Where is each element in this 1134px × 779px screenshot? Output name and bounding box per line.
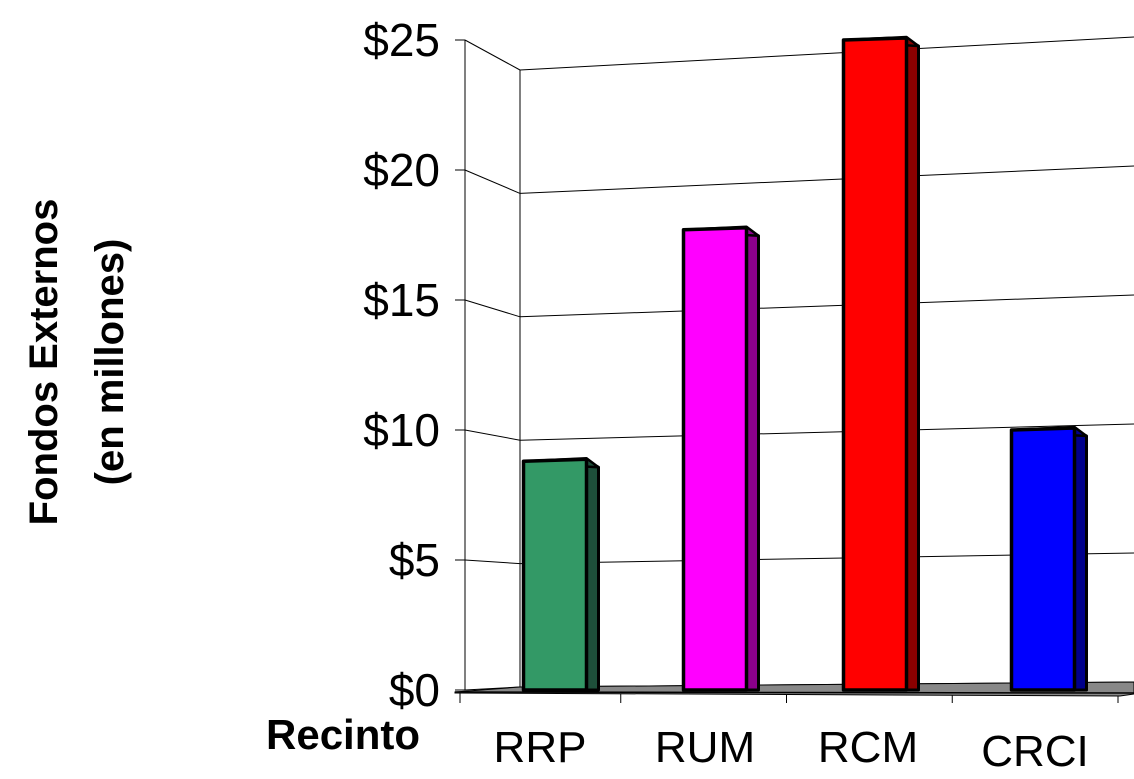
y-tick-label: $10	[363, 404, 440, 456]
x-tick-label: RRP	[494, 723, 587, 772]
y-tick-label: $0	[389, 664, 440, 716]
gridline-left-wall	[464, 429, 521, 441]
bar-side-face	[585, 459, 600, 692]
gridline-left-wall	[464, 169, 521, 194]
gridline-left-wall	[464, 559, 521, 565]
bar-rrp	[521, 456, 600, 692]
bar-side-face	[745, 228, 760, 692]
bar-rcm	[841, 35, 920, 692]
gridline-back-wall	[519, 165, 1134, 194]
y-tick-label: $20	[363, 144, 440, 196]
y-axis-label-line-1: Fondos Externos	[22, 199, 66, 526]
bars	[521, 35, 1088, 692]
x-tick-label: RCM	[818, 723, 918, 772]
gridline-back-wall	[519, 36, 1134, 71]
y-tick-label: $5	[389, 534, 440, 586]
bar-side-face	[1073, 428, 1088, 692]
gridline-back-wall	[519, 294, 1134, 318]
bar-front-face	[521, 457, 589, 692]
y-axis-label-line-2: (en millones)	[88, 239, 132, 486]
gridline-back-wall	[519, 423, 1134, 441]
x-tick-labels: RRP RUM RCM CRCI	[494, 723, 1089, 776]
y-tick-labels: $0 $5 $10 $15 $20 $25	[363, 14, 440, 716]
y-tick-label: $25	[363, 14, 440, 66]
gridline-left-wall	[464, 39, 521, 71]
bar-front-face	[841, 36, 909, 692]
x-axis-label: Recinto	[266, 711, 420, 758]
bar-front-face	[681, 226, 749, 692]
gridline-left-wall	[464, 299, 521, 318]
bar-side-face	[905, 38, 920, 692]
y-tick-label: $15	[363, 274, 440, 326]
bar-rum	[681, 225, 760, 692]
bar-front-face	[1009, 426, 1077, 692]
x-tick-label: CRCI	[981, 727, 1089, 774]
bar-crci	[1009, 425, 1088, 692]
x-axis-line	[454, 691, 1134, 694]
x-tick-label: RUM	[655, 723, 755, 772]
y-axis-label: Fondos Externos (en millones)	[22, 199, 132, 526]
chart-floor	[454, 681, 1134, 697]
